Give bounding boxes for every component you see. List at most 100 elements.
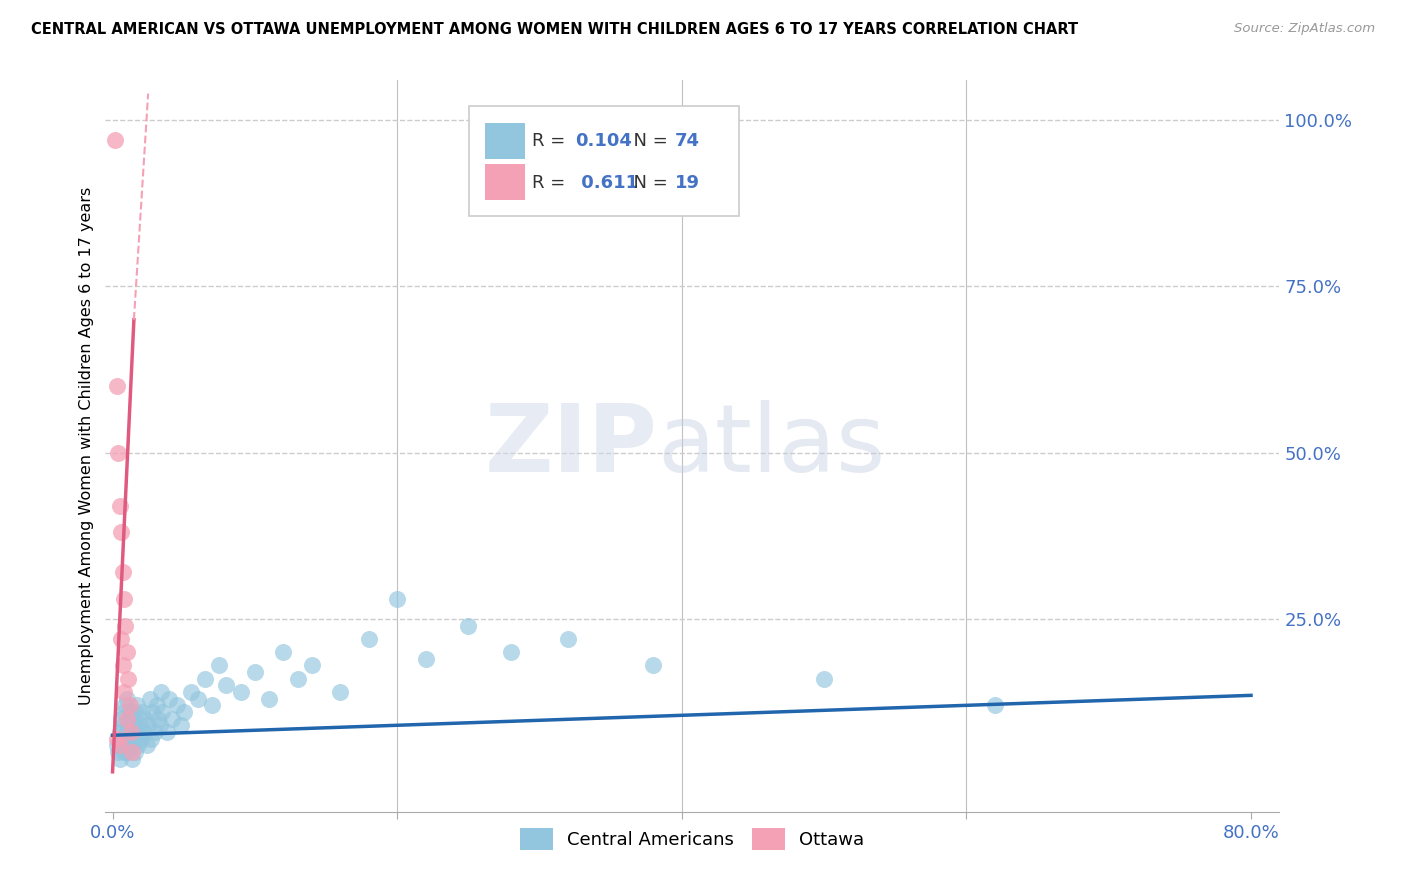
Point (156, 725, 179, 739)
Point (138, 691, 160, 706)
Point (180, 685, 202, 699)
Point (813, 672, 835, 686)
Point (117, 745, 139, 759)
Point (194, 672, 217, 686)
Point (114, 698, 136, 713)
Point (170, 718, 193, 732)
Point (329, 685, 352, 699)
Point (107, 445, 129, 459)
Point (117, 718, 139, 732)
Point (112, 745, 135, 759)
Point (122, 718, 145, 732)
Point (557, 632, 579, 646)
Point (112, 591, 135, 606)
Point (111, 658, 134, 673)
Point (257, 691, 280, 706)
Point (114, 618, 136, 632)
Point (121, 751, 143, 765)
Point (415, 652, 437, 666)
Point (287, 672, 309, 686)
Point (149, 685, 172, 699)
Text: 74: 74 (675, 132, 700, 150)
Point (201, 698, 224, 713)
Point (110, 632, 132, 646)
FancyBboxPatch shape (470, 106, 740, 216)
Point (139, 731, 162, 746)
Point (115, 645, 138, 659)
Point (111, 566, 134, 580)
Point (120, 725, 142, 739)
Point (120, 738, 142, 752)
Point (127, 738, 149, 752)
Point (134, 712, 156, 726)
Text: N =: N = (621, 132, 673, 150)
Point (145, 698, 167, 713)
Text: 19: 19 (675, 174, 700, 192)
Point (357, 632, 380, 646)
Point (117, 672, 139, 686)
Point (129, 731, 152, 746)
Point (146, 712, 169, 726)
Point (125, 725, 148, 739)
Text: 0.104: 0.104 (575, 132, 631, 150)
Text: atlas: atlas (657, 400, 886, 492)
Point (118, 698, 141, 713)
Point (301, 658, 323, 673)
Point (112, 705, 135, 719)
Point (104, 133, 127, 147)
Point (110, 525, 132, 540)
Point (107, 745, 129, 759)
Point (120, 725, 142, 739)
Point (273, 645, 295, 659)
Point (121, 712, 143, 726)
Point (132, 725, 155, 739)
Point (215, 678, 238, 692)
Point (111, 718, 134, 732)
Text: ZIP: ZIP (484, 400, 657, 492)
Text: CENTRAL AMERICAN VS OTTAWA UNEMPLOYMENT AMONG WOMEN WITH CHILDREN AGES 6 TO 17 Y: CENTRAL AMERICAN VS OTTAWA UNEMPLOYMENT … (31, 22, 1078, 37)
Text: 0.611: 0.611 (575, 174, 638, 192)
Point (166, 698, 188, 713)
Point (121, 745, 143, 759)
Point (385, 591, 408, 606)
Point (162, 712, 184, 726)
Point (118, 705, 141, 719)
Point (187, 691, 209, 706)
Text: Source: ZipAtlas.com: Source: ZipAtlas.com (1234, 22, 1375, 36)
Text: R =: R = (531, 132, 571, 150)
Point (111, 738, 134, 752)
Point (108, 738, 131, 752)
Point (148, 718, 170, 732)
Text: R =: R = (531, 174, 571, 192)
Point (457, 618, 479, 632)
Point (105, 738, 128, 752)
Point (208, 658, 231, 673)
Point (984, 698, 1007, 713)
Point (131, 705, 153, 719)
Point (114, 731, 136, 746)
Point (499, 645, 522, 659)
Point (115, 691, 138, 706)
FancyBboxPatch shape (485, 123, 524, 159)
Point (115, 738, 138, 752)
Point (110, 712, 132, 726)
Point (229, 685, 252, 699)
Point (159, 691, 181, 706)
Legend: Central Americans, Ottawa: Central Americans, Ottawa (513, 821, 872, 857)
Point (108, 499, 131, 513)
Point (110, 731, 132, 746)
Point (143, 725, 166, 739)
Point (135, 738, 157, 752)
Point (108, 725, 131, 739)
FancyBboxPatch shape (485, 164, 524, 200)
Point (150, 705, 173, 719)
Text: N =: N = (621, 174, 673, 192)
Point (243, 665, 266, 679)
Point (125, 698, 148, 713)
Point (105, 379, 128, 393)
Point (108, 751, 131, 765)
Point (136, 718, 159, 732)
Point (122, 731, 145, 746)
Point (124, 745, 146, 759)
Point (115, 712, 138, 726)
